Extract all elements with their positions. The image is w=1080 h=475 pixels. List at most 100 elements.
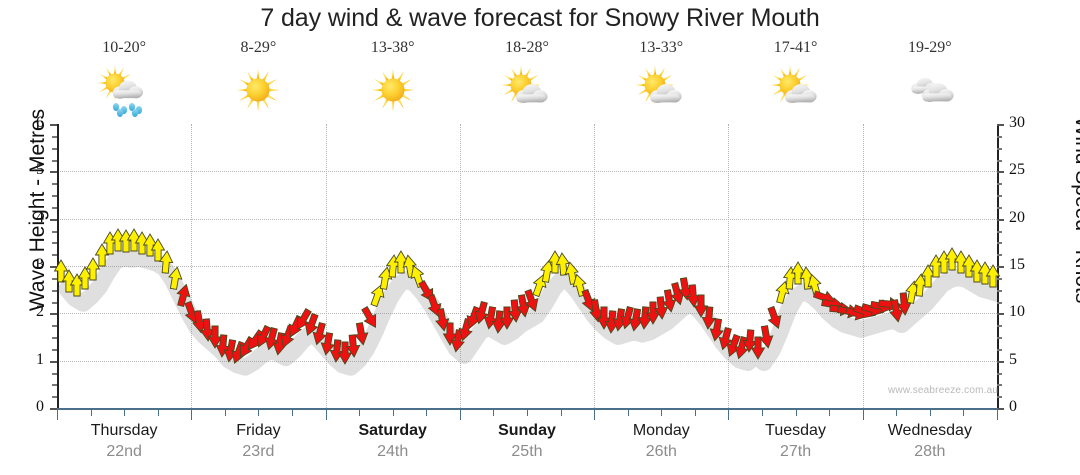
- y-minor-right: [997, 230, 1002, 233]
- temperature-range: 8-29°: [240, 39, 277, 56]
- sun-cloud-icon: [594, 62, 728, 118]
- temperature-range: 19-29°: [907, 39, 952, 56]
- y-minor-right: [997, 242, 1002, 245]
- x-tick: [493, 408, 495, 416]
- x-tick: [224, 408, 226, 416]
- y-minor-right: [997, 135, 1002, 138]
- day-label-tuesday[interactable]: Tuesday 27th: [728, 420, 862, 463]
- x-tick: [124, 408, 126, 416]
- sun-cloud-rain-icon: [57, 62, 191, 118]
- gridline-y-5: [57, 171, 997, 173]
- y-minor-left: [52, 254, 57, 257]
- x-tick: [694, 408, 696, 416]
- x-tick: [862, 408, 864, 420]
- y-minor-left: [52, 159, 57, 162]
- y-label-right-15: 15: [1009, 256, 1025, 273]
- x-tick: [459, 408, 461, 420]
- x-tick: [426, 408, 428, 416]
- x-tick: [929, 408, 931, 416]
- day-date: 26th: [645, 443, 677, 460]
- y-tick-left-3: [50, 266, 57, 268]
- x-tick: [997, 408, 998, 420]
- y-tick-right-25: [997, 171, 1004, 174]
- sun-cloud-icon: [460, 62, 594, 118]
- day-date: 24th: [377, 443, 409, 460]
- day-divider-1: [191, 124, 193, 408]
- x-tick: [963, 408, 965, 416]
- y-minor-left: [52, 183, 57, 186]
- y-minor-right: [997, 325, 1002, 328]
- day-name: Friday: [236, 422, 281, 439]
- y-tick-right-10: [997, 313, 1004, 316]
- x-tick: [90, 408, 92, 416]
- cloudy-icon: [863, 62, 997, 118]
- y-label-right-20: 20: [1009, 208, 1025, 226]
- y-minor-right: [997, 384, 1002, 387]
- x-tick: [57, 408, 58, 420]
- day-header-thursday: 10-20°: [57, 38, 191, 120]
- y-minor-right: [997, 159, 1002, 162]
- y-minor-left: [52, 242, 57, 245]
- temperature-range: 18-28°: [505, 39, 549, 56]
- y-tick-left-2: [50, 313, 57, 316]
- y-label-right-10: 10: [1009, 303, 1025, 321]
- day-name: Saturday: [358, 422, 427, 439]
- y-minor-left: [52, 384, 57, 387]
- x-tick: [157, 408, 159, 416]
- day-label-saturday[interactable]: Saturday 24th: [326, 420, 460, 463]
- y-minor-right: [997, 195, 1002, 197]
- y-minor-left: [52, 195, 57, 197]
- day-divider-2: [325, 124, 327, 408]
- y-label-right-5: 5: [1009, 350, 1017, 368]
- day-date: 22nd: [106, 443, 142, 460]
- y-minor-left: [52, 206, 57, 209]
- day-name: Thursday: [90, 422, 158, 439]
- y-tick-left-0: [50, 408, 57, 410]
- y-minor-left: [52, 396, 57, 399]
- day-label-sunday[interactable]: Sunday 25th: [460, 420, 594, 463]
- day-label-thursday[interactable]: Thursday 22nd: [57, 420, 191, 463]
- y-minor-right: [997, 254, 1002, 257]
- y-minor-left: [52, 277, 57, 280]
- y-label-left-2: 2: [36, 303, 44, 321]
- temperature-range: 10-20°: [102, 39, 146, 56]
- x-tick: [661, 408, 663, 416]
- gridline-y-3: [57, 266, 997, 267]
- day-name: Tuesday: [765, 422, 826, 439]
- y-minor-left: [52, 325, 57, 328]
- day-header-wednesday: 19-29°: [863, 38, 997, 120]
- sun-icon: [191, 62, 325, 118]
- gridline-y-1: [57, 360, 997, 362]
- day-header-saturday: 13-38°: [326, 38, 460, 120]
- y-minor-left: [52, 337, 57, 339]
- x-tick: [560, 408, 562, 416]
- x-tick: [292, 408, 293, 416]
- day-label-friday[interactable]: Friday 23rd: [191, 420, 325, 463]
- sun-icon: [326, 62, 460, 118]
- x-tick: [728, 408, 730, 420]
- page-title: 7 day wind & wave forecast for Snowy Riv…: [260, 4, 820, 32]
- day-date: 28th: [914, 443, 946, 460]
- plot-area: [53, 124, 1008, 408]
- y-minor-left: [52, 348, 57, 351]
- y-minor-left: [52, 135, 57, 138]
- temperature-range: 13-38°: [370, 39, 415, 56]
- temperature-range: 13-33°: [639, 39, 684, 56]
- y-minor-right: [997, 337, 1002, 339]
- x-tick: [359, 408, 361, 416]
- y-minor-right: [997, 183, 1002, 186]
- day-date: 25th: [511, 443, 543, 460]
- x-tick: [191, 408, 193, 420]
- day-date: 27th: [779, 443, 812, 460]
- day-label-wednesday[interactable]: Wednesday 28th: [863, 420, 997, 463]
- y-minor-right: [997, 396, 1002, 399]
- y-label-left-4: 4: [36, 208, 44, 226]
- day-divider-6: [862, 124, 864, 408]
- day-label-monday[interactable]: Monday 26th: [594, 420, 728, 463]
- y-label-right-30: 30: [1009, 114, 1025, 131]
- y-minor-right: [997, 289, 1002, 292]
- y-minor-left: [52, 372, 57, 375]
- y-label-right-0: 0: [1009, 398, 1017, 415]
- day-divider-4: [594, 124, 596, 408]
- watermark: www.seabreeze.com.au: [888, 385, 999, 396]
